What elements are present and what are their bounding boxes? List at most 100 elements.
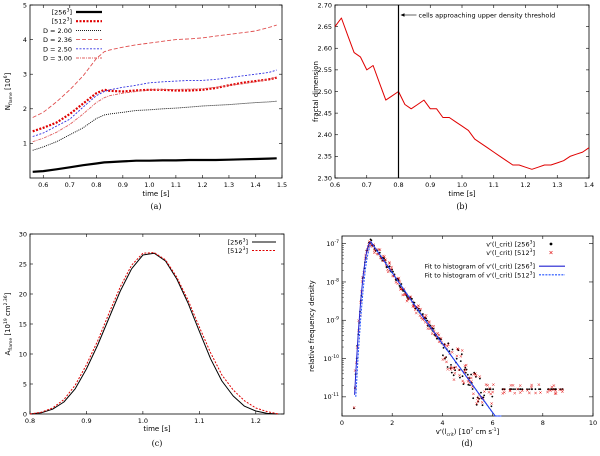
scatter-point-256 — [514, 388, 516, 391]
scatter-point-512 — [390, 265, 393, 269]
scatter-point-512 — [460, 349, 464, 352]
scatter-point-256 — [484, 388, 487, 391]
scatter-point-512 — [476, 396, 480, 400]
x-tick-label: 0.9 — [81, 417, 91, 425]
scatter-point-512 — [394, 280, 398, 284]
y-tick-label: 10-9 — [326, 316, 339, 325]
scatter-point-256 — [475, 404, 478, 406]
scatter-point-512 — [501, 392, 505, 395]
y-tick-label: 2.40 — [318, 131, 332, 139]
scatter-point-256 — [442, 347, 445, 349]
panel-caption: (c) — [152, 439, 163, 448]
scatter-point-512 — [413, 308, 417, 312]
scatter-point-512 — [454, 365, 458, 369]
scatter-point-512 — [445, 344, 449, 348]
scatter-point-512 — [459, 354, 463, 358]
scatter-point-512 — [550, 385, 554, 389]
y-tick-label: 4 — [23, 36, 27, 44]
scatter-point-512 — [472, 372, 476, 376]
scatter-point-512 — [461, 379, 465, 383]
legend-label: Fit to histogram of v'(l_crit) [2563] — [425, 262, 535, 271]
y-tick-label: 10-7 — [326, 239, 339, 248]
y-tick-label: 2.70 — [318, 1, 332, 9]
x-tick-label: 1.2 — [520, 181, 530, 189]
series-line — [334, 17, 590, 170]
scatter-point-256 — [461, 375, 464, 378]
x-tick-label: 4 — [440, 419, 444, 427]
scatter-point-512 — [491, 390, 495, 394]
scatter-point-256 — [451, 348, 454, 351]
y-tick-label: 2.45 — [318, 109, 332, 117]
scatter-point-512 — [534, 391, 537, 395]
x-tick-label: 0 — [340, 419, 344, 427]
legend-label: v'(l_crit) [2563] — [486, 240, 535, 249]
scatter-point-512 — [478, 375, 482, 378]
scatter-point-512 — [486, 383, 490, 387]
x-tick-label: 0.9 — [425, 181, 435, 189]
x-tick-label: 1.3 — [224, 181, 234, 189]
annotation-text: cells approaching upper density threshol… — [419, 12, 556, 20]
scatter-point-512 — [436, 331, 440, 335]
scatter-point-512 — [554, 391, 558, 395]
y-axis-label: Nflame [106] — [3, 72, 14, 110]
scatter-point-512 — [449, 365, 453, 369]
series-line — [32, 100, 277, 151]
scatter-point-512 — [502, 391, 506, 394]
panel-a: (a) 0.6 0.7 0.8 0.9 1.0 1.1 1.2 1.3 1.4 1.5 1 2 3 4 5 ti… — [3, 1, 287, 211]
legend-label: D = 2.00 — [43, 27, 72, 35]
scatter-point-512 — [539, 391, 542, 394]
scatter-point-512 — [554, 389, 557, 393]
scatter-point-256 — [422, 313, 424, 315]
scatter-point-512 — [405, 299, 409, 303]
x-tick-label: 1.2 — [197, 181, 207, 189]
x-tick-label: 0.6 — [330, 181, 340, 189]
scatter-point-512 — [527, 391, 531, 395]
scatter-point-512 — [386, 270, 390, 274]
scatter-point-512 — [455, 354, 459, 358]
series-line — [29, 252, 279, 415]
y-tick-label: 3 — [23, 71, 27, 79]
scatter-point-512 — [464, 363, 468, 367]
scatter-point-512 — [476, 399, 480, 403]
scatter-point-256 — [450, 364, 452, 366]
y-tick-label: 1 — [23, 140, 27, 148]
panel-c: (c) 0.8 0.9 1.0 1.1 1.2 0 5 10 15 20 25 30 time [s] Af… — [3, 230, 285, 448]
scatter-point-512 — [439, 336, 443, 340]
scatter-point-512 — [513, 391, 517, 395]
scatter-point-512 — [426, 327, 430, 330]
scatter-point-512 — [490, 402, 494, 405]
x-tick-label: 2 — [390, 419, 394, 427]
scatter-point-512 — [462, 381, 466, 385]
y-axis-label: Aflame [1019 cm2.36] — [3, 292, 14, 355]
scatter-point-512 — [373, 251, 376, 255]
y-tick-label: 10-11 — [323, 392, 339, 401]
scatter-point-256 — [460, 353, 463, 356]
scatter-point-256 — [446, 366, 449, 368]
scatter-point-512 — [437, 333, 441, 337]
legend-label: [5123] — [52, 17, 72, 26]
scatter-point-512 — [430, 332, 434, 336]
x-tick-label: 8 — [541, 419, 545, 427]
scatter-point-512 — [401, 293, 405, 297]
legend-label: D = 2.36 — [43, 36, 72, 44]
scatter-point-512 — [553, 392, 557, 396]
scatter-point-512 — [474, 374, 478, 377]
scatter-point-512 — [516, 387, 519, 391]
scatter-point-512 — [520, 389, 524, 393]
scatter-point-512 — [386, 268, 389, 272]
x-tick-label: 0.8 — [91, 181, 101, 189]
panel-caption: (a) — [150, 202, 161, 211]
panel-caption: (d) — [461, 439, 472, 448]
scatter-point-512 — [453, 371, 457, 375]
x-tick-label: 10 — [589, 419, 597, 427]
scatter-point-256 — [521, 388, 524, 391]
legend-label: D = 3.00 — [43, 55, 72, 63]
y-tick-label: 2.60 — [318, 45, 332, 53]
scatter-point-256 — [398, 285, 401, 287]
scatter-point-256 — [481, 404, 484, 407]
panel-b: (b) 0.6 0.7 0.8 0.9 1.0 1.1 1.2 1.3 1.4 2.30 2.35 2.… — [312, 1, 594, 211]
panel-d: (d) 0 2 4 6 8 10 10-11 10-10 10-9 10-8 10-7 v'(lcrit… — [308, 235, 597, 448]
scatter-point-256 — [467, 383, 470, 386]
x-tick-label: 1.2 — [251, 417, 261, 425]
